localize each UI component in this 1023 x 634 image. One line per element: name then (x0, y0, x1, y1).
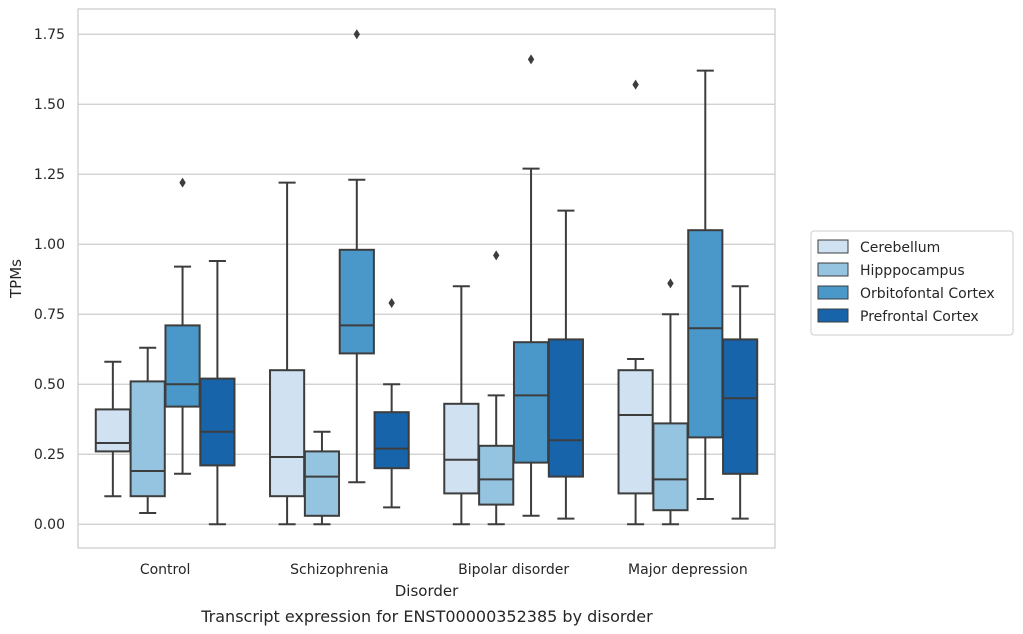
y-tick-label: 0.75 (34, 307, 65, 323)
box-hipppocampus (478, 250, 515, 526)
y-tick-label: 1.00 (34, 237, 65, 253)
legend-item: Cerebellum (817, 239, 940, 256)
legend-item: Hipppocampus (817, 262, 965, 279)
outlier-point (353, 29, 360, 40)
box-hipppocampus (129, 346, 166, 514)
y-tick-label: 1.50 (34, 97, 65, 113)
iqr-box (269, 369, 306, 498)
legend-label: Orbitofontal Cortex (860, 286, 995, 302)
plot-area-frame (77, 8, 776, 549)
legend-label: Hipppocampus (860, 263, 965, 279)
legend-swatch (817, 308, 849, 323)
box-cerebellum (617, 79, 654, 526)
boxes (94, 29, 759, 526)
outlier-point (388, 298, 395, 308)
box-prefrontal-cortex (373, 298, 410, 509)
box-prefrontal-cortex (199, 260, 236, 526)
legend-swatch (817, 239, 849, 254)
iqr-box (547, 338, 584, 478)
box-orbitofontal-cortex (687, 69, 724, 500)
iqr-box (94, 408, 131, 453)
iqr-box (338, 248, 375, 355)
iqr-box (443, 402, 480, 495)
y-tick-label: 1.75 (34, 27, 65, 43)
iqr-box (687, 229, 724, 439)
legend-label: Prefrontal Cortex (860, 309, 979, 325)
legend-label: Cerebellum (860, 240, 940, 256)
x-tick-label: Major depression (628, 562, 748, 578)
legend-item: Orbitofontal Cortex (817, 285, 995, 302)
chart-caption: Transcript expression for ENST0000035238… (200, 607, 653, 626)
box-cerebellum (443, 285, 480, 526)
iqr-box (512, 341, 550, 464)
box-cerebellum (269, 181, 306, 526)
legend: Cerebellum Hipppocampus Orbitofontal Corte… (810, 230, 1014, 336)
iqr-box (303, 450, 341, 517)
y-tick-label: 0.00 (34, 517, 65, 533)
outlier-point (527, 54, 535, 65)
iqr-box (652, 422, 689, 512)
x-axis-label: Disorder (395, 582, 459, 600)
box-orbitofontal-cortex (338, 29, 375, 484)
iqr-box (478, 444, 515, 506)
box-prefrontal-cortex (547, 209, 584, 520)
box-hipppocampus (652, 278, 689, 526)
x-tick-label: Schizophrenia (290, 562, 388, 578)
box-orbitofontal-cortex (164, 177, 201, 475)
iqr-box (129, 380, 166, 498)
outlier-point (632, 79, 639, 90)
iqr-box (617, 369, 654, 495)
x-tick-label: Bipolar disorder (458, 562, 569, 578)
legend-items: Cerebellum Hipppocampus Orbitofontal Corte… (817, 239, 995, 325)
legend-frame (810, 230, 1014, 336)
y-axis-label: TPMs (7, 259, 25, 299)
legend-swatch (817, 262, 849, 277)
y-tick-label: 1.25 (34, 167, 65, 183)
legend-swatch (817, 285, 849, 300)
iqr-box (722, 338, 759, 475)
x-tick-labels: Control Schizophrenia Bipolar disorder Majo… (140, 562, 748, 578)
box-hipppocampus (303, 430, 341, 526)
x-tick-label: Control (140, 562, 191, 578)
iqr-box (373, 411, 410, 470)
outlier-point (667, 278, 674, 289)
iqr-box (164, 324, 201, 408)
legend-item: Prefrontal Cortex (817, 308, 979, 325)
y-tick-label: 0.25 (34, 447, 65, 463)
box-orbitofontal-cortex (512, 54, 550, 517)
outlier-point (179, 177, 186, 188)
outlier-point (493, 250, 500, 261)
iqr-box (199, 377, 236, 467)
box-cerebellum (94, 360, 131, 498)
box-prefrontal-cortex (722, 285, 759, 520)
y-tick-labels: 0.00 0.25 0.50 0.75 1.00 1.25 1.50 1.75 (34, 27, 65, 533)
y-tick-label: 0.50 (34, 377, 65, 393)
